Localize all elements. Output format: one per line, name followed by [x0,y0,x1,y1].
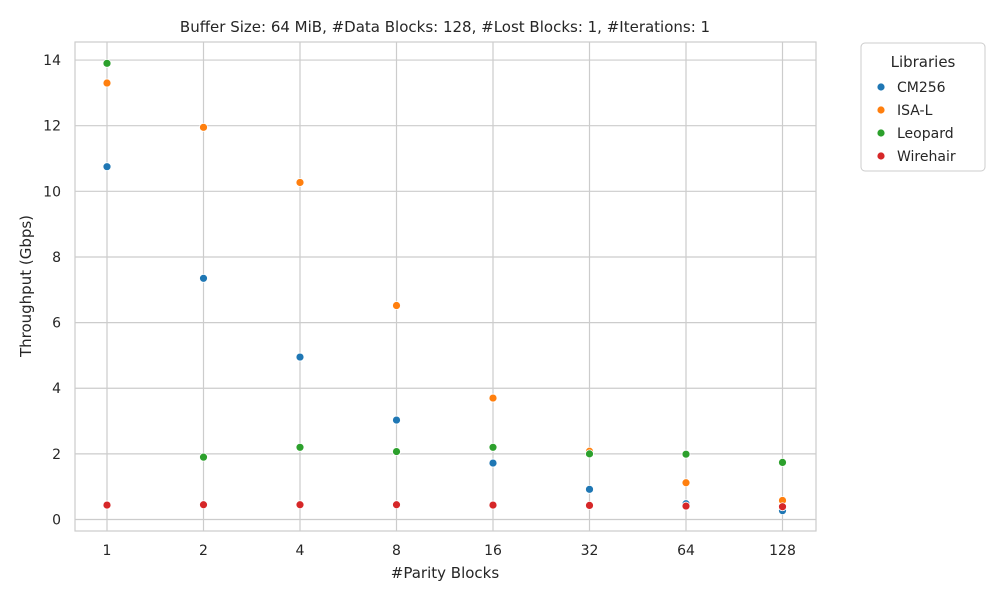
y-tick-label: 10 [43,184,61,200]
x-tick-label: 128 [769,543,796,559]
x-tick-label: 16 [484,543,502,559]
data-point-wirehair [102,500,112,510]
x-tick-label: 2 [199,543,208,559]
legend-label-isa-l: ISA-L [897,103,933,119]
y-tick-label: 12 [43,119,61,135]
data-point-leopard [199,452,208,462]
data-point-isa-l [681,478,691,488]
x-tick-label: 1 [103,543,112,559]
legend-title: Libraries [891,53,956,71]
x-axis-label: #Parity Blocks [391,564,500,582]
y-tick-labels: 0 2 4 6 8 10 12 14 [43,53,61,528]
data-point-wirehair [295,500,305,510]
x-tick-label: 32 [581,543,599,559]
legend-marker-isa-l [876,105,886,115]
y-tick-label: 14 [43,53,61,69]
chart-title: Buffer Size: 64 MiB, #Data Blocks: 128, … [180,18,710,36]
data-point-isa-l [392,301,401,310]
data-point-leopard [585,449,594,459]
x-tick-label: 8 [392,543,401,559]
y-tick-label: 2 [52,447,61,463]
y-tick-label: 8 [52,250,61,266]
data-point-leopard [681,449,691,459]
plot-frame [74,41,817,532]
data-point-leopard [392,447,401,456]
data-point-leopard [488,442,498,452]
data-point-cm256 [585,484,594,494]
data-point-leopard [295,442,305,452]
y-axis-label: Throughput (Gbps) [17,215,35,358]
data-points [102,58,787,516]
data-point-isa-l [488,393,498,403]
grid [75,42,816,531]
legend-marker-cm256 [876,82,886,92]
data-point-leopard [102,58,112,68]
data-point-cm256 [199,273,208,283]
data-point-cm256 [488,458,498,468]
data-point-isa-l [199,122,208,132]
data-point-wirehair [778,502,787,512]
data-point-isa-l [295,178,305,187]
data-point-wirehair [681,501,691,511]
y-tick-label: 6 [52,316,61,332]
data-point-cm256 [295,352,305,362]
legend-frame [860,42,986,172]
data-point-cm256 [392,415,401,425]
y-tick-label: 4 [52,381,61,397]
y-tick-label: 0 [52,513,61,529]
x-tick-label: 4 [296,543,305,559]
legend-label-wirehair: Wirehair [897,149,956,165]
data-point-wirehair [199,500,208,510]
data-point-cm256 [102,162,112,172]
data-point-wirehair [488,500,498,510]
x-tick-label: 64 [677,543,695,559]
legend-label-leopard: Leopard [897,126,954,142]
legend-marker-leopard [876,128,886,138]
data-point-wirehair [392,500,401,510]
legend-items: CM256 ISA-L Leopard Wirehair [876,80,956,165]
x-tick-labels: 1 2 4 8 16 32 64 128 [103,543,796,559]
data-point-isa-l [102,78,112,88]
legend-label-cm256: CM256 [897,80,946,96]
data-point-wirehair [585,501,594,510]
data-point-leopard [778,458,787,467]
legend: Libraries CM256 ISA-L Leopard Wirehair [860,42,986,172]
legend-marker-wirehair [876,151,886,161]
